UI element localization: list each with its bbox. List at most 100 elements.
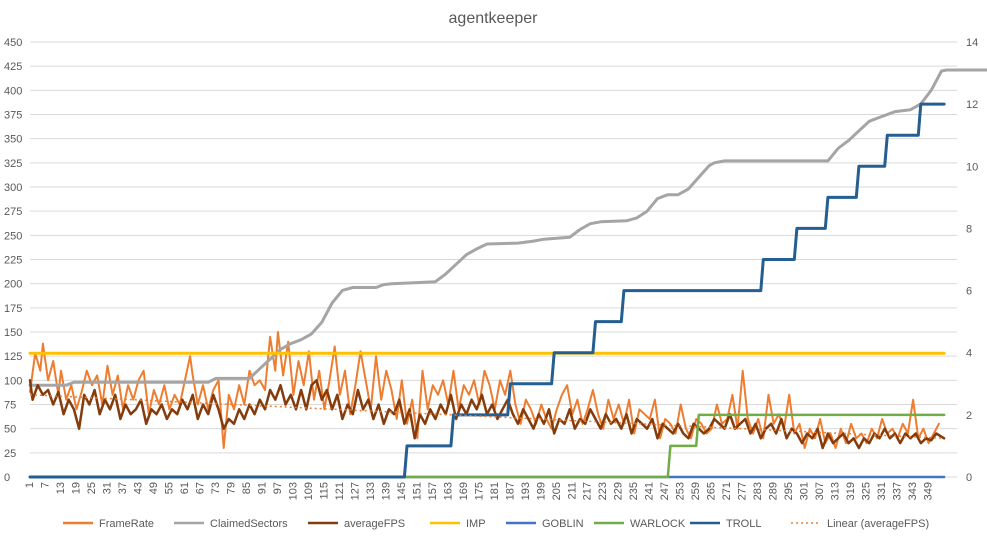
x-tick-label: 79 [225, 482, 237, 494]
chart-title: agentkeeper [449, 10, 539, 27]
right-tick-label: 12 [966, 99, 978, 111]
x-tick-label: 7 [39, 482, 51, 488]
left-tick-label: 425 [4, 61, 22, 73]
left-tick-label: 150 [4, 327, 22, 339]
x-tick-label: 109 [303, 482, 315, 500]
x-tick-label: 169 [458, 482, 470, 500]
x-tick-label: 319 [845, 482, 857, 500]
x-tick-label: 253 [675, 482, 687, 500]
left-tick-label: 300 [4, 182, 22, 194]
left-tick-label: 75 [4, 400, 16, 412]
x-tick-label: 247 [659, 482, 671, 500]
x-tick-label: 283 [752, 482, 764, 500]
legend-label: TROLL [726, 518, 761, 530]
left-tick-label: 250 [4, 230, 22, 242]
x-tick-label: 223 [597, 482, 609, 500]
x-tick-label: 187 [504, 482, 516, 500]
right-tick-label: 6 [966, 286, 972, 298]
x-tick-label: 61 [179, 482, 191, 494]
series-line-averagefps [28, 379, 946, 450]
x-tick-label: 337 [892, 482, 904, 500]
series-line-warlock [28, 413, 946, 479]
legend-label: Linear (averageFPS) [827, 518, 929, 530]
x-tick-label: 139 [380, 482, 392, 500]
gridlines [30, 41, 957, 478]
x-tick-label: 145 [396, 482, 408, 500]
x-tick-label: 271 [721, 482, 733, 500]
right-tick-label: 8 [966, 223, 972, 235]
x-tick-label: 349 [923, 482, 935, 500]
x-tick-label: 265 [706, 482, 718, 500]
left-tick-label: 450 [4, 37, 22, 49]
x-tick-label: 235 [628, 482, 640, 500]
legend-label: IMP [466, 518, 486, 530]
x-tick-label: 115 [318, 482, 330, 500]
right-tick-label: 2 [966, 410, 972, 422]
left-tick-label: 350 [4, 134, 22, 146]
right-tick-label: 4 [966, 348, 972, 360]
series-line-framerate [29, 331, 940, 449]
x-tick-label: 151 [411, 482, 423, 500]
x-tick-label: 211 [566, 482, 578, 500]
left-tick-label: 225 [4, 255, 22, 267]
x-tick-label: 19 [70, 482, 82, 494]
x-tick-label: 25 [86, 482, 98, 494]
x-tick-label: 43 [132, 482, 144, 494]
left-tick-label: 0 [4, 472, 10, 484]
series-lines [28, 68, 987, 479]
x-tick-label: 163 [442, 482, 454, 500]
x-tick-label: 13 [55, 482, 67, 494]
left-tick-label: 400 [4, 85, 22, 97]
series-line-claimedsectors [28, 68, 987, 387]
left-tick-label: 100 [4, 375, 22, 387]
x-tick-label: 295 [783, 482, 795, 500]
left-tick-label: 50 [4, 424, 16, 436]
x-tick-label: 199 [535, 482, 547, 500]
x-tick-label: 241 [644, 482, 656, 500]
x-tick-label: 49 [148, 482, 160, 494]
x-tick-label: 73 [210, 482, 222, 494]
x-tick-label: 67 [194, 482, 206, 494]
x-tick-label: 205 [551, 482, 563, 500]
x-tick-label: 91 [256, 482, 268, 494]
x-tick-label: 157 [427, 482, 439, 500]
left-tick-label: 375 [4, 110, 22, 122]
right-tick-label: 10 [966, 161, 978, 173]
x-tick-label: 277 [737, 482, 749, 500]
left-tick-label: 200 [4, 279, 22, 291]
legend-label: FrameRate [99, 518, 154, 530]
x-tick-label: 127 [349, 482, 361, 500]
x-tick-label: 1 [24, 482, 36, 488]
x-tick-label: 307 [814, 482, 826, 500]
legend-label: averageFPS [344, 518, 405, 530]
legend-label: WARLOCK [630, 518, 686, 530]
x-tick-label: 31 [101, 482, 113, 494]
right-tick-label: 0 [966, 472, 972, 484]
x-tick-label: 217 [582, 482, 594, 500]
legend-label: GOBLIN [542, 518, 584, 530]
x-tick-label: 193 [520, 482, 532, 500]
x-tick-label: 289 [768, 482, 780, 500]
x-tick-label: 325 [861, 482, 873, 500]
x-tick-label: 121 [334, 482, 346, 500]
x-tick-label: 37 [117, 482, 129, 494]
x-tick-label: 229 [613, 482, 625, 500]
left-tick-label: 275 [4, 206, 22, 218]
x-tick-label: 343 [907, 482, 919, 500]
x-axis-tick-labels: 1 7 13 19 25 31 37 43 49 55 61 67 73 79 85 91 97 103 109 11… [24, 482, 935, 500]
right-tick-label: 14 [966, 37, 978, 49]
left-axis-tick-labels: 0 25 50 75 100 125 150 175 200 225 250 275 300 325 350… [4, 37, 22, 484]
left-tick-label: 125 [4, 351, 22, 363]
x-tick-label: 133 [365, 482, 377, 500]
series-line-troll [28, 102, 946, 479]
x-tick-label: 313 [830, 482, 842, 500]
x-tick-label: 85 [241, 482, 253, 494]
legend-label: ClaimedSectors [210, 518, 288, 530]
x-tick-label: 181 [489, 482, 501, 500]
x-tick-label: 55 [163, 482, 175, 494]
x-tick-label: 301 [799, 482, 811, 500]
right-axis-tick-labels: 0 2 4 6 8 10 12 14 [966, 37, 978, 484]
x-tick-label: 259 [690, 482, 702, 500]
